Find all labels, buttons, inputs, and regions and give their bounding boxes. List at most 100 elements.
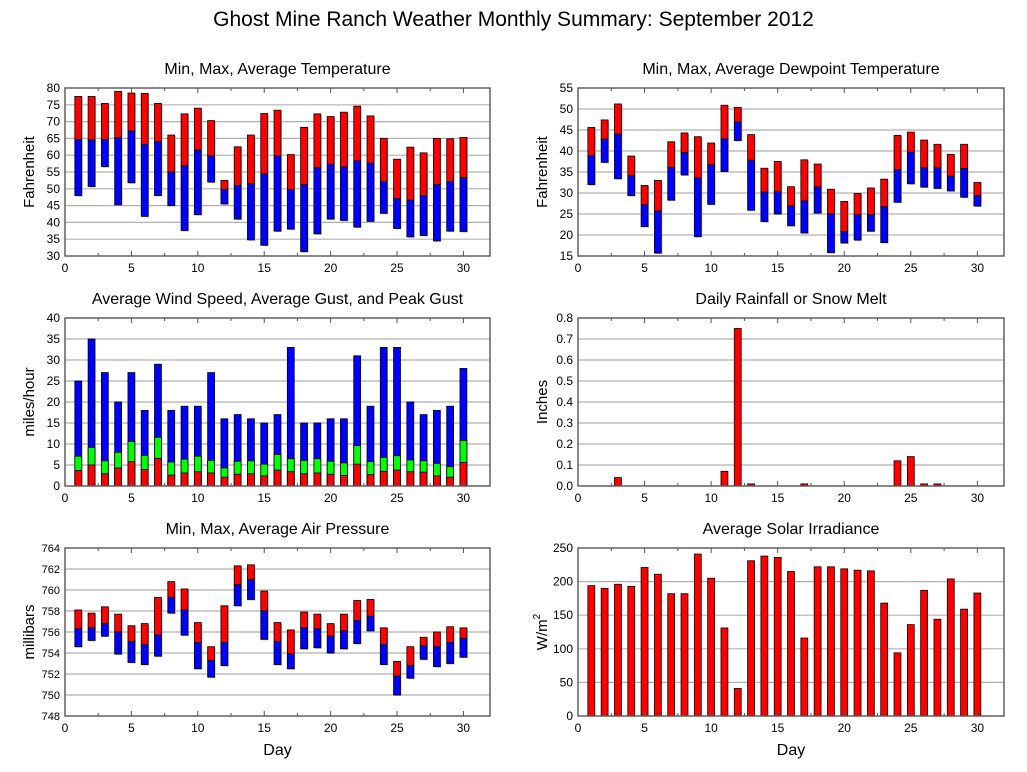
bar-min-segment bbox=[760, 191, 769, 222]
bar-max-segment bbox=[614, 103, 622, 135]
bar-average-wind-speed bbox=[300, 473, 308, 487]
bar-min-segment bbox=[406, 665, 415, 679]
y-tick-label: 55 bbox=[560, 81, 574, 95]
bar-average-wind-speed bbox=[74, 470, 83, 487]
bar-max-segment bbox=[459, 627, 468, 639]
y-tick-label: 750 bbox=[42, 690, 60, 702]
bar-max-segment bbox=[366, 115, 375, 164]
y-tick-label: 50 bbox=[47, 182, 61, 196]
bar-max-segment bbox=[233, 565, 242, 586]
chart-solar: 0 5 10 15 20 25 30 0 50 100 150 200 250 Average Solar… bbox=[532, 521, 1005, 759]
x-tick-label: 0 bbox=[575, 721, 582, 735]
bar-average-wind-speed bbox=[406, 471, 415, 487]
chart-title: Min, Max, Average Air Pressure bbox=[166, 521, 390, 538]
bar-min-segment bbox=[167, 596, 176, 614]
bar-solar-irradiance bbox=[787, 571, 795, 717]
bar-min-segment bbox=[733, 121, 742, 141]
chart-title: Min, Max, Average Temperature bbox=[164, 61, 390, 78]
bar-max-segment bbox=[140, 623, 149, 645]
bar-min-segment bbox=[340, 166, 348, 221]
y-tick-label: 35 bbox=[560, 165, 574, 179]
bar-max-segment bbox=[867, 187, 875, 216]
x-tick-label: 0 bbox=[575, 261, 582, 275]
bar-min-segment bbox=[379, 181, 388, 214]
x-tick-label: 10 bbox=[191, 261, 205, 275]
y-axis-label: Fahrenheit bbox=[21, 135, 38, 208]
bar-min-segment bbox=[193, 149, 202, 216]
chart-title: Daily Rainfall or Snow Melt bbox=[695, 291, 887, 308]
bar-max-segment bbox=[693, 136, 702, 179]
y-tick-label: 0.5 bbox=[556, 374, 573, 388]
y-tick-label: 80 bbox=[47, 81, 61, 95]
bar-average-wind-speed bbox=[379, 470, 388, 487]
bar-max-segment bbox=[87, 612, 96, 629]
y-tick-label: 55 bbox=[47, 165, 61, 179]
bar-max-segment bbox=[326, 623, 335, 637]
x-tick-label: 30 bbox=[971, 261, 985, 275]
bar-min-segment bbox=[433, 184, 441, 242]
bar-solar-irradiance bbox=[853, 569, 862, 717]
bar-min-segment bbox=[840, 231, 849, 244]
bar-max-segment bbox=[313, 613, 322, 630]
y-tick-label: 50 bbox=[560, 675, 574, 689]
bar-max-segment bbox=[406, 646, 415, 667]
bar-min-segment bbox=[627, 175, 636, 196]
y-tick-label: 40 bbox=[47, 311, 61, 325]
bar-solar-irradiance bbox=[906, 624, 915, 717]
bar-min-segment bbox=[393, 198, 401, 229]
bar-average-wind-speed bbox=[220, 476, 229, 487]
bar-max-segment bbox=[300, 611, 308, 629]
bar-solar-irradiance bbox=[707, 577, 715, 717]
x-tick-label: 10 bbox=[191, 491, 205, 505]
chart-temperature: 0 5 10 15 20 25 30 30 35 40 45 50 55 60 65 70 75 80 Min, M… bbox=[21, 61, 491, 275]
bar-min-segment bbox=[813, 186, 822, 214]
bar-max-segment bbox=[446, 626, 455, 643]
bar-solar-irradiance bbox=[747, 560, 755, 717]
bar-max-segment bbox=[393, 158, 401, 199]
x-tick-label: 20 bbox=[324, 491, 338, 505]
bar-max-segment bbox=[773, 161, 782, 193]
bar-min-segment bbox=[654, 210, 662, 254]
bar-min-segment bbox=[114, 631, 122, 655]
bar-max-segment bbox=[787, 186, 795, 207]
bar-min-segment bbox=[286, 189, 295, 230]
bar-solar-irradiance bbox=[960, 608, 968, 717]
bar-min-segment bbox=[353, 620, 362, 644]
bar-min-segment bbox=[379, 644, 388, 665]
bar-max-segment bbox=[433, 137, 441, 186]
bar-solar-irradiance bbox=[733, 688, 742, 717]
bar-min-segment bbox=[747, 159, 755, 211]
plot-frame bbox=[577, 87, 1005, 257]
bar-min-segment bbox=[326, 635, 335, 654]
bar-min-segment bbox=[300, 184, 308, 253]
bar-average-wind-speed bbox=[286, 471, 295, 487]
chart-title: Min, Max, Average Dewpoint Temperature bbox=[642, 61, 939, 78]
x-tick-label: 15 bbox=[771, 491, 785, 505]
bar-min-segment bbox=[127, 641, 136, 663]
y-tick-label: 0.2 bbox=[556, 437, 573, 451]
y-tick-label: 762 bbox=[42, 564, 60, 576]
bar-max-segment bbox=[379, 137, 388, 182]
y-tick-label: 45 bbox=[47, 199, 61, 213]
y-tick-label: 30 bbox=[47, 249, 61, 263]
bar-max-segment bbox=[167, 134, 176, 173]
bar-min-segment bbox=[680, 152, 689, 176]
bar-min-segment bbox=[973, 195, 982, 207]
bar-average-wind-speed bbox=[233, 473, 242, 487]
bar-min-segment bbox=[247, 579, 255, 600]
y-axis-label-text: Fahrenheit bbox=[21, 135, 38, 208]
bar-max-segment bbox=[100, 103, 109, 140]
y-tick-label: 150 bbox=[553, 608, 573, 622]
bar-solar-irradiance bbox=[693, 553, 702, 717]
x-tick-label: 0 bbox=[575, 491, 582, 505]
x-tick-label: 25 bbox=[390, 261, 404, 275]
bar-solar-irradiance bbox=[867, 570, 875, 717]
plot-frame bbox=[64, 87, 491, 257]
bar-rainfall bbox=[720, 470, 729, 487]
bar-max-segment bbox=[127, 625, 136, 642]
bar-max-segment bbox=[180, 113, 189, 167]
bar-min-segment bbox=[140, 644, 149, 665]
y-axis-label: millibars bbox=[21, 604, 38, 659]
bar-min-segment bbox=[933, 167, 942, 189]
y-tick-label: 0.7 bbox=[556, 332, 573, 346]
